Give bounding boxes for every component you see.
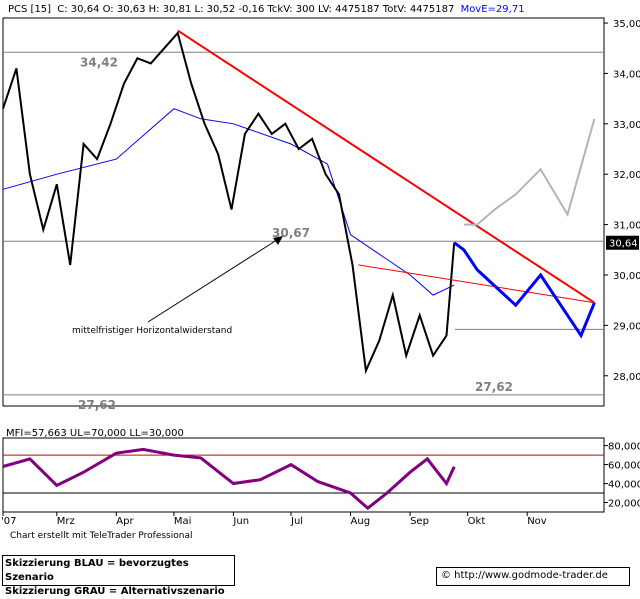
x-tick-label: Aug <box>351 516 371 527</box>
mfi-series-layer <box>2 447 604 511</box>
header-quote: C: 30,64 O: 30,63 H: 30,81 L: 30,52 -0,1… <box>57 4 454 15</box>
created-with-note: Chart erstellt mit TeleTrader Profession… <box>10 531 193 541</box>
legend-grey-scenario: Skizzierung GRAU = Alternativszenario <box>5 586 225 597</box>
y-tick-label: 28,00 <box>613 372 640 383</box>
x-tick-label: Apr <box>116 516 134 527</box>
annotation-arrowhead <box>273 236 283 245</box>
moving-average-line <box>2 108 455 296</box>
x-tick-label: Sep <box>410 516 429 527</box>
x-tick-label: Nov <box>527 516 547 527</box>
mfi-y-tick-label: 20,000 <box>608 499 640 510</box>
y-tick-label: 29,00 <box>613 321 640 332</box>
last-price-badge-text: 30,64 <box>609 239 638 250</box>
x-tick-label: Okt <box>468 516 486 527</box>
y-tick-label: 32,00 <box>613 170 640 181</box>
mfi-panel <box>2 437 605 513</box>
header-moving-average: MovE=29,71 <box>461 4 525 15</box>
y-tick-label: 31,00 <box>613 221 640 232</box>
price-panel <box>2 17 605 407</box>
x-tick-label: Mai <box>174 516 192 527</box>
mfi-title: MFI=57,663 UL=70,000 LL=30,000 <box>6 428 184 439</box>
y-tick-label: 30,00 <box>613 271 640 282</box>
level-label: 27,62 <box>475 380 513 394</box>
x-tick-label: Jun <box>232 516 249 527</box>
scenario-blue-line <box>453 241 596 339</box>
trendline <box>177 29 595 304</box>
resistance-annotation: mittelfristiger Horizontalwiderstand <box>72 326 232 336</box>
price-line <box>2 31 456 375</box>
mfi-y-tick-label: 40,000 <box>608 480 640 491</box>
y-tick-label: 34,00 <box>613 69 640 80</box>
y-tick-label: 35,00 <box>613 19 640 30</box>
last-price-badge <box>606 235 639 250</box>
x-tick-label: Jul <box>290 516 303 527</box>
mfi-line <box>2 447 456 511</box>
x-tick-label: Mrz <box>57 516 75 527</box>
x-tick-label: '07 <box>1 516 16 527</box>
scenario-legend: Skizzierung BLAU = bevorzugtes Szenario … <box>2 555 235 597</box>
level-label: 27,62 <box>78 398 116 412</box>
header-symbol: PCS [15] <box>8 4 51 15</box>
legend-blue-scenario: Skizzierung BLAU = bevorzugtes Szenario <box>5 558 189 583</box>
scenario-grey-line <box>463 118 596 226</box>
axis-layer: 35,00 34,00 33,00 32,00 31,00 30,00 29,00 28,00… <box>1 19 640 527</box>
mfi-y-tick-label: 80,000 <box>608 442 640 453</box>
y-tick-label: 33,00 <box>613 120 640 131</box>
copyright-link[interactable]: © http://www.godmode-trader.de <box>436 567 630 586</box>
header-quote-text: PCS [15] C: 30,64 O: 30,63 H: 30,81 L: 3… <box>8 4 525 15</box>
level-label: 34,42 <box>80 55 118 69</box>
annotation-arrow <box>147 237 281 323</box>
mfi-y-tick-label: 60,000 <box>608 461 640 472</box>
